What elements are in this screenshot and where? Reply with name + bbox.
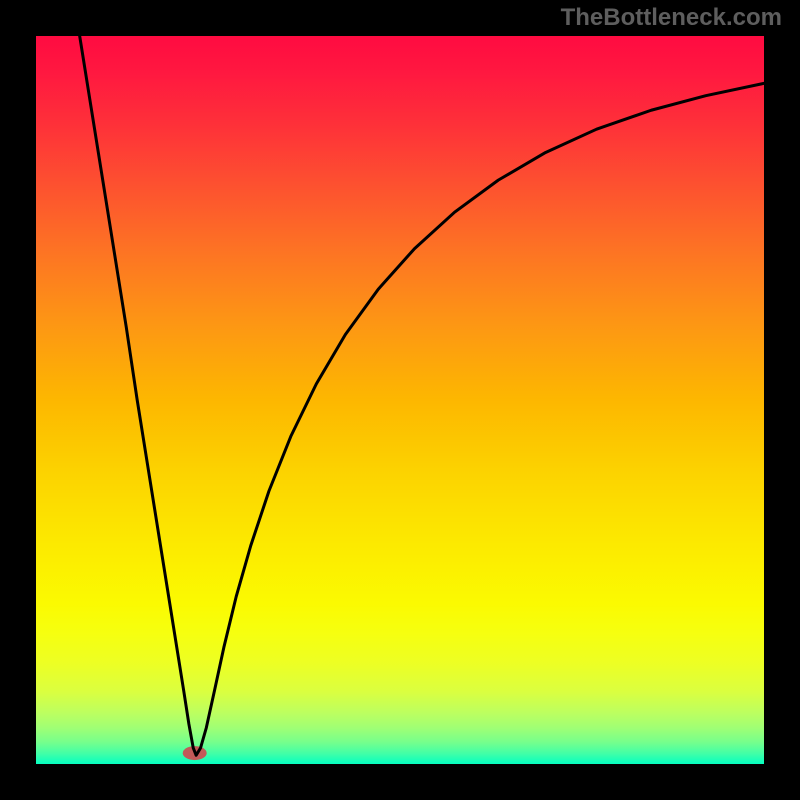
gradient-background <box>36 36 764 764</box>
plot-area <box>36 36 764 764</box>
watermark-text: TheBottleneck.com <box>561 4 782 32</box>
plot-svg <box>36 36 764 764</box>
chart-container: TheBottleneck.com <box>0 0 800 800</box>
